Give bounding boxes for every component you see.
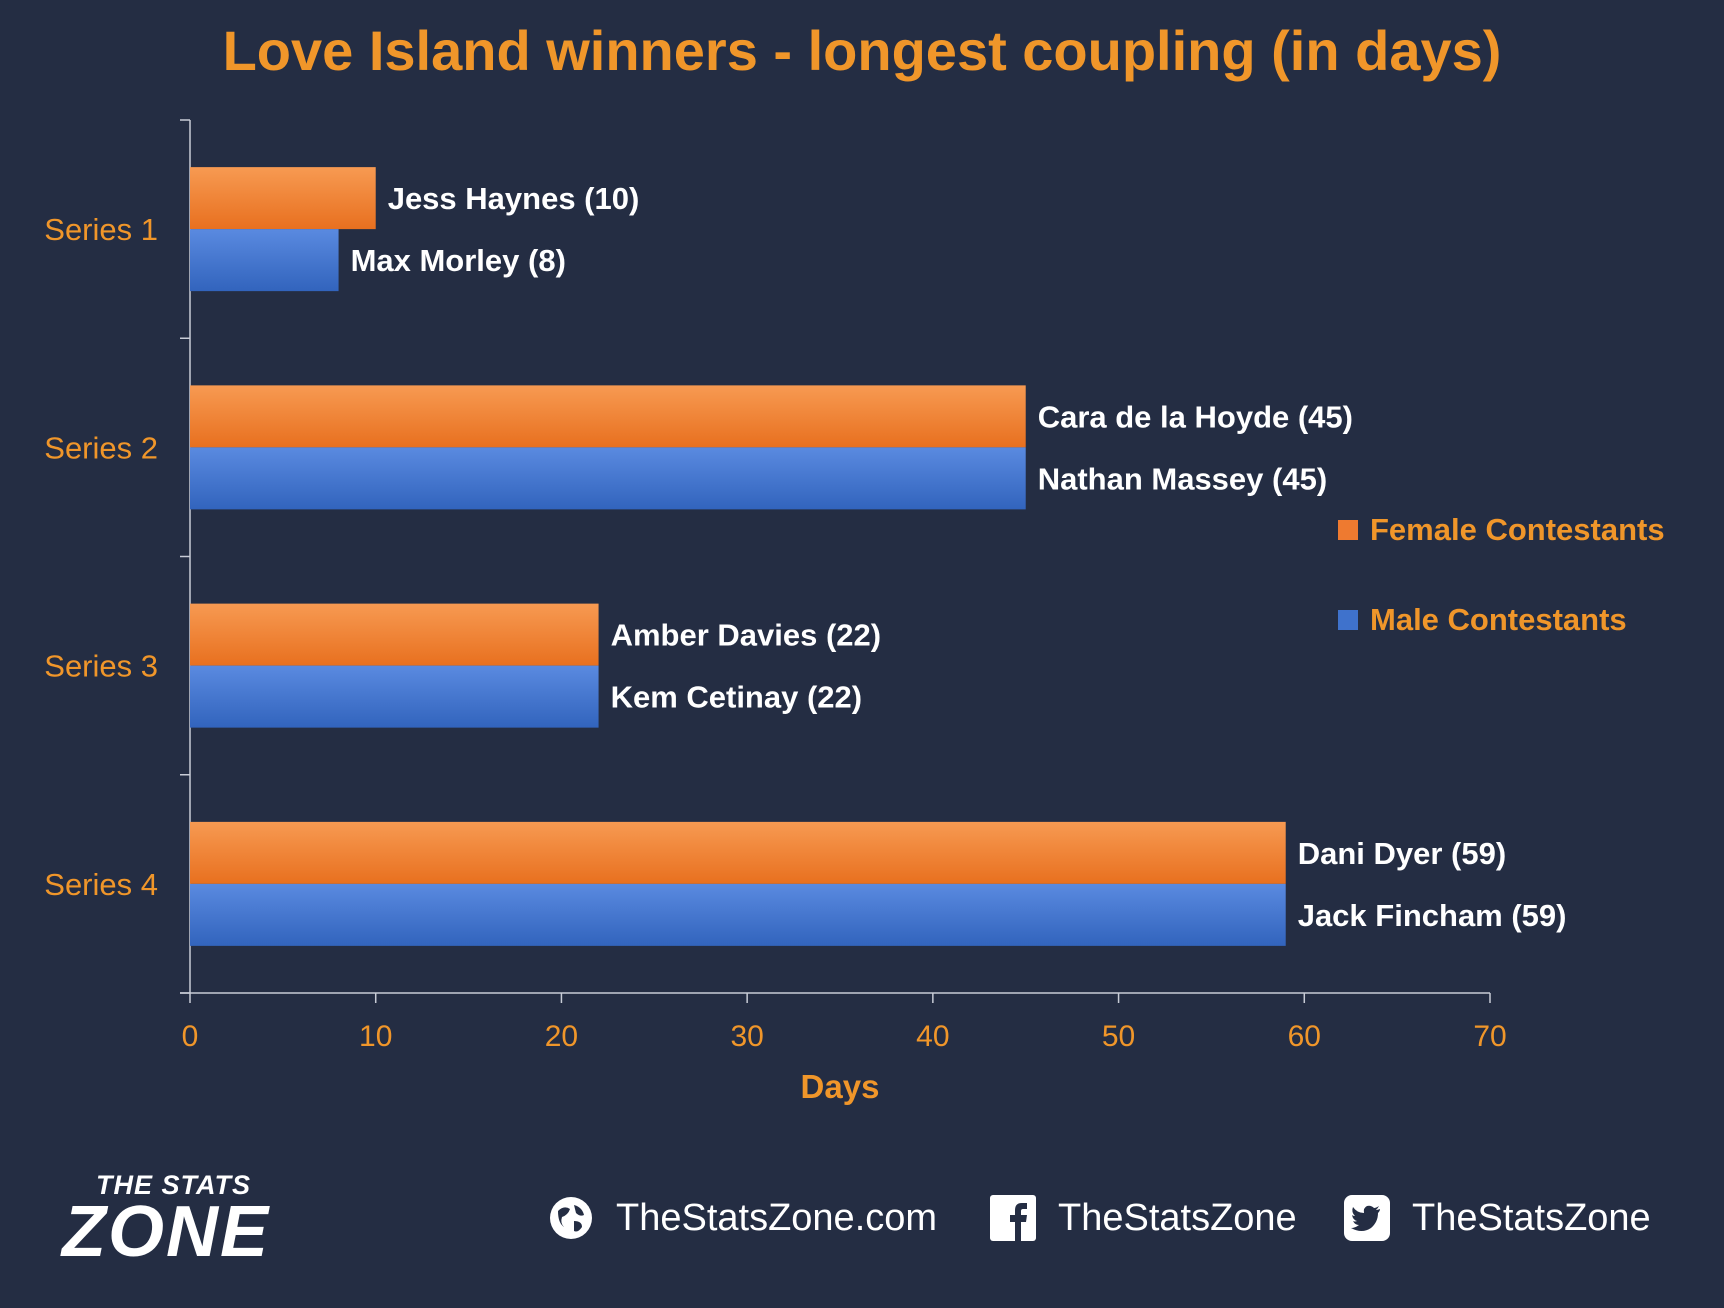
legend-female-label: Female Contestants [1370, 512, 1665, 547]
x-tick-label: 20 [545, 1020, 578, 1053]
legend-female: Female Contestants [1338, 512, 1665, 548]
data-label: Dani Dyer (59) [1298, 836, 1506, 871]
bar-chart: 0 10 20 30 40 50 60 70 Days Series 1 Jess Haynes (… [44, 119, 1567, 1105]
twitter-link[interactable]: TheStatsZone [1344, 1195, 1651, 1241]
footer: THE STATS ZONE TheStatsZone.com TheStats… [0, 1150, 1724, 1280]
brand-logo: THE STATS ZONE [62, 1170, 362, 1280]
data-label: Jess Haynes (10) [388, 181, 640, 216]
x-tick-label: 40 [916, 1020, 949, 1053]
facebook-icon [990, 1195, 1036, 1241]
brand-logo-main: ZONE [62, 1192, 271, 1272]
twitter-label: TheStatsZone [1412, 1196, 1651, 1239]
x-tick-label: 10 [359, 1020, 392, 1053]
category-label: Series 4 [44, 867, 158, 902]
legend-male-label: Male Contestants [1370, 602, 1627, 637]
category-label: Series 3 [44, 649, 158, 684]
x-tick-label: 0 [182, 1020, 199, 1053]
category-label: Series 2 [44, 430, 158, 465]
bar-female [190, 385, 1026, 448]
bar-female [190, 167, 376, 230]
data-label: Cara de la Hoyde (45) [1038, 399, 1353, 434]
website-label: TheStatsZone.com [616, 1196, 938, 1239]
data-label: Nathan Massey (45) [1038, 461, 1327, 496]
data-label: Jack Fincham (59) [1298, 898, 1567, 933]
x-tick-label: 70 [1473, 1020, 1506, 1053]
bar-female [190, 821, 1286, 884]
x-tick-label: 60 [1288, 1020, 1321, 1053]
website-link[interactable]: TheStatsZone.com [548, 1195, 937, 1241]
legend-female-swatch [1338, 520, 1358, 540]
twitter-icon [1344, 1195, 1390, 1241]
facebook-label: TheStatsZone [1058, 1196, 1297, 1239]
bar-male [190, 229, 339, 292]
legend-male-swatch [1338, 610, 1358, 630]
data-label: Max Morley (8) [351, 243, 566, 278]
facebook-link[interactable]: TheStatsZone [990, 1195, 1297, 1241]
bar-male [190, 447, 1026, 510]
category-label: Series 1 [44, 212, 158, 247]
legend-male: Male Contestants [1338, 602, 1627, 638]
globe-icon [548, 1195, 594, 1241]
chart-title: Love Island winners - longest coupling (… [222, 19, 1502, 82]
x-tick-label: 50 [1102, 1020, 1135, 1053]
data-label: Amber Davies (22) [611, 618, 882, 653]
x-tick-label: 30 [730, 1020, 763, 1053]
bar-female [190, 603, 599, 666]
x-axis-title: Days [801, 1068, 880, 1105]
bar-male [190, 883, 1286, 946]
data-label: Kem Cetinay (22) [611, 680, 863, 715]
brand-logo-top: THE STATS [96, 1170, 251, 1200]
bar-male [190, 665, 599, 728]
